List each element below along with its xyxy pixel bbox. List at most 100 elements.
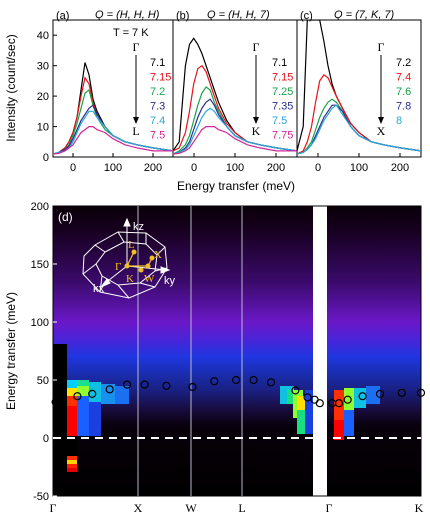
legend-entry: 7.35 (272, 101, 293, 113)
brillouin-zone-inset (82, 217, 171, 299)
panel-c-legend: 7.2 7.4 7.6 7.8 8 (396, 57, 411, 127)
dispersion-point (315, 399, 324, 408)
legend-entry: 7.25 (272, 86, 293, 98)
y-tick-40: 40 (37, 30, 49, 42)
b-arrow-end: K (252, 124, 261, 138)
panel-b-label: (b) (176, 10, 189, 22)
legend-entry: 8 (396, 115, 402, 127)
panel-c-label: (c) (300, 10, 313, 22)
legend-entry: 7.2 (150, 86, 165, 98)
brillouin-zone-path (124, 249, 155, 273)
b-arrow-start: Γ (253, 40, 260, 54)
legend-entry: 7.15 (272, 72, 293, 84)
dispersion-point (303, 393, 312, 402)
c-x-tick-0: 0 (315, 162, 321, 174)
path-label-x: X (134, 501, 143, 515)
heatmap-gamma-stripe-left (53, 344, 129, 474)
dispersion-point (122, 380, 132, 389)
series-line-7.75 (173, 126, 297, 155)
top-y-axis: 0 10 20 30 40 Intensity (count/sec) (4, 30, 57, 164)
path-label-gamma-1: Γ (50, 501, 57, 515)
legend-entry: 7.8 (396, 101, 411, 113)
dispersion-point (249, 375, 258, 385)
path-label-l: L (238, 501, 245, 515)
label-k: K (126, 273, 134, 285)
dispersion-point (397, 388, 406, 397)
c-arrow-start: Γ (378, 40, 385, 54)
panel-b-q-title: Q = (H, H, 7) (207, 9, 270, 21)
heatmap-gamma-stripe-center (280, 206, 380, 496)
dispersion-point (416, 388, 426, 397)
path-label-w: W (185, 501, 197, 515)
d-y-tick-200: 200 (31, 201, 49, 213)
legend-entry: 7.4 (150, 115, 165, 127)
dispersion-point (73, 392, 82, 401)
dispersion-point (232, 375, 241, 385)
d-y-tick-0: 0 (43, 433, 49, 445)
panel-d: -50 0 50 100 150 200 Energy transfer (me… (4, 201, 426, 515)
legend-entry: 7.5 (150, 130, 165, 142)
dispersion-point (57, 393, 66, 402)
label-kz: kz (133, 221, 144, 233)
brillouin-zone-labels: kz kx ky Γ L K W X (93, 221, 176, 295)
d-y-tick-150: 150 (31, 259, 49, 271)
legend-entry: 7.1 (150, 57, 165, 69)
heatmap-background (53, 206, 421, 496)
d-y-axis-label: Energy transfer (meV) (4, 292, 18, 410)
panel-a-label: (a) (56, 10, 69, 22)
dispersion-point (162, 381, 171, 390)
a-arrow-start: Γ (133, 40, 140, 54)
panel-c-arrow: Γ X (377, 40, 386, 138)
panel-b-curves (173, 37, 297, 155)
y-tick-20: 20 (37, 91, 49, 103)
legend-entry: 7.6 (396, 86, 411, 98)
a-x-tick-0: 0 (70, 162, 76, 174)
legend-entry: 7.2 (396, 57, 411, 69)
dispersion-point (343, 395, 352, 404)
dispersion-markers (51, 375, 426, 408)
b-x-tick-200: 200 (267, 162, 285, 174)
d-x-axis: Γ X W L Γ K (50, 501, 424, 515)
label-gamma: Γ (115, 261, 121, 273)
panel-b-arrow: Γ K (252, 40, 261, 138)
top-x-axis: 0 100 200 0 100 200 0 100 200 Energy tra… (70, 153, 409, 193)
label-w: W (144, 273, 155, 285)
dispersion-point (51, 397, 60, 407)
panel-c-curves (297, 20, 421, 155)
dispersion-point (188, 382, 197, 392)
y-tick-0: 0 (43, 152, 49, 164)
legend-entry: 7.3 (150, 101, 165, 113)
heatmap-gap (313, 206, 327, 496)
label-l: L (128, 239, 135, 251)
dispersion-point (210, 377, 219, 386)
panel-a-arrow: Γ L (132, 40, 139, 138)
legend-entry: 7.1 (272, 57, 287, 69)
label-ky: ky (164, 275, 176, 287)
series-line-7.5 (53, 126, 173, 155)
legend-entry: 7.75 (272, 130, 293, 142)
legend-entry: 7.4 (396, 72, 411, 84)
a-x-tick-200: 200 (144, 162, 162, 174)
path-label-gamma-2: Γ (326, 501, 333, 515)
dispersion-point (140, 380, 149, 389)
label-kx: kx (93, 283, 105, 295)
panel-a-legend: 7.1 7.15 7.2 7.3 7.4 7.5 (150, 57, 171, 142)
label-x: X (154, 249, 162, 261)
c-arrow-end: X (377, 124, 386, 138)
dispersion-point (358, 392, 367, 401)
legend-entry: 7.5 (272, 115, 287, 127)
dispersion-point (375, 389, 385, 398)
top-x-axis-label: Energy transfer (meV) (177, 179, 295, 193)
panel-a-curves (53, 62, 173, 155)
d-y-tick-m50: -50 (33, 491, 49, 503)
top-y-axis-label: Intensity (count/sec) (4, 34, 18, 141)
panel-a-q-title: Q = (H, H, H) (95, 9, 160, 21)
dispersion-point (105, 385, 114, 394)
y-tick-30: 30 (37, 61, 49, 73)
panel-b-legend: 7.1 7.15 7.25 7.35 7.5 7.75 (272, 57, 293, 142)
panel-d-label: (d) (58, 210, 73, 224)
d-y-tick-100: 100 (31, 317, 49, 329)
series-line-7.5 (173, 107, 297, 155)
y-tick-10: 10 (37, 122, 49, 134)
